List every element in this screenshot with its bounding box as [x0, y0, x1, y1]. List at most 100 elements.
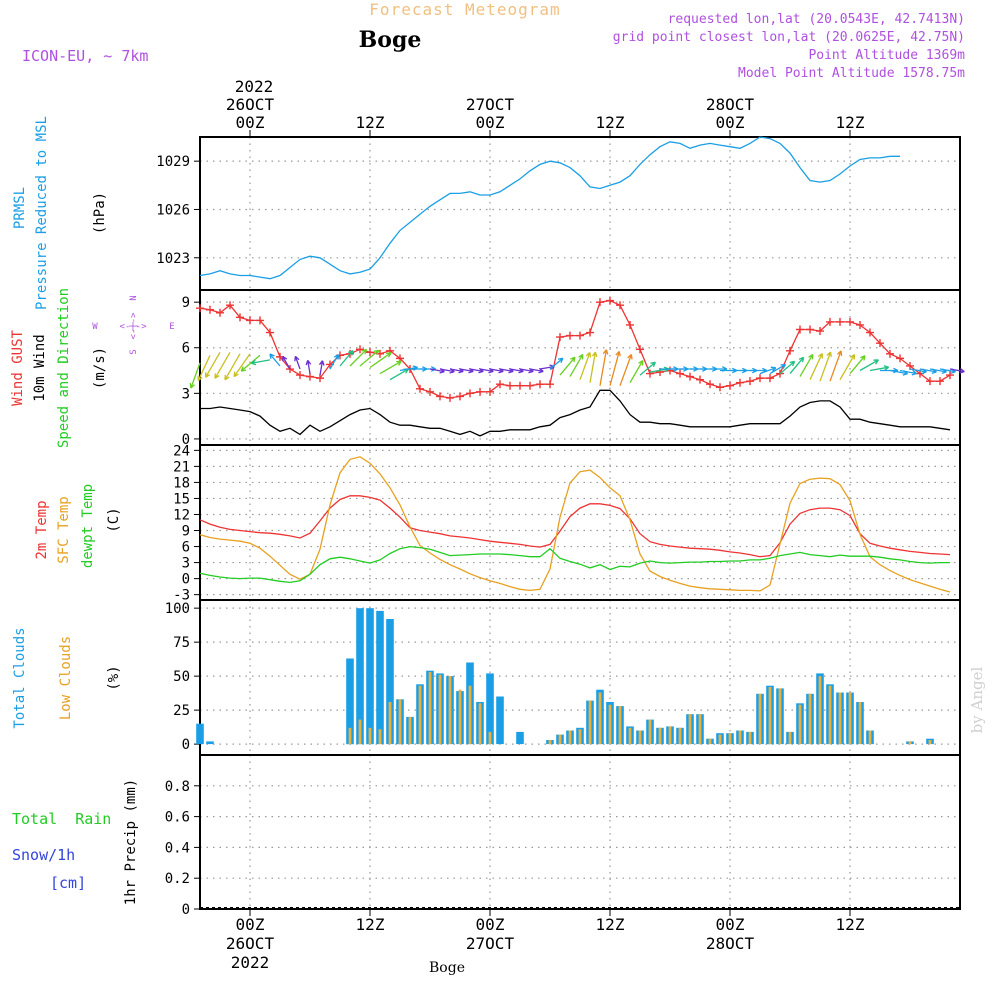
wind-direction-arrow: [899, 369, 917, 376]
low-cloud-bar: [658, 727, 662, 745]
wind-direction-arrow: [269, 353, 281, 367]
gust-point-marker: [486, 387, 494, 396]
panel-frame: [199, 289, 961, 446]
wind-direction-arrow: [349, 348, 368, 367]
low-cloud-bar: [578, 729, 582, 745]
wind-direction-arrow: [469, 367, 484, 374]
gust-point-marker: [806, 325, 814, 334]
prmsl-desc-label: Pressure Reduced to MSL: [34, 116, 50, 310]
snow-label: Snow/1h: [12, 846, 75, 864]
temp2m-label: 2m Temp: [34, 500, 50, 559]
gust-point-marker: [676, 369, 684, 378]
total-clouds-label: Total Clouds: [12, 627, 28, 728]
prmsl-label: PRMSL: [12, 187, 28, 229]
gust-point-marker: [476, 387, 484, 396]
gust-point-marker: [756, 374, 764, 383]
panel-frame: [199, 444, 961, 601]
wind-direction-arrow: [819, 351, 832, 382]
low-cloud-bar: [698, 714, 702, 745]
gust-point-marker: [856, 320, 864, 329]
compass-w: W: [92, 322, 98, 332]
panel-pressure: 1023 1026 1029: [156, 136, 961, 291]
panel-frame: [199, 754, 961, 910]
gust-point-marker: [646, 369, 654, 378]
gust-point-marker: [746, 377, 754, 386]
low-cloud-bar: [478, 703, 482, 745]
wind-direction-arrow: [589, 351, 598, 383]
total-cloud-bar: [486, 673, 494, 745]
point-altitude: Point Altitude 1369m: [808, 48, 965, 63]
low-cloud-bar: [358, 719, 362, 745]
dewpt-label: dewpt Temp: [80, 484, 96, 568]
total-cloud-bar: [356, 608, 364, 745]
wind-labels: Wind GUST 10m Wind Speed and Direction (…: [10, 288, 175, 448]
wind10m-label: 10m Wind: [32, 334, 48, 401]
wind-direction-arrow: [294, 355, 301, 370]
top-hour-label: 00Z: [476, 113, 505, 132]
wind-direction-arrow: [849, 355, 866, 375]
compass-n: N: [129, 295, 139, 300]
total-cloud-bar: [366, 608, 374, 745]
y-tick-label: 0: [182, 737, 190, 753]
low-cloud-bar: [828, 685, 832, 745]
compass-arrows-v: <-|->: [129, 312, 139, 340]
low-cloud-bar: [488, 731, 492, 745]
wind-direction-arrow: [859, 359, 879, 372]
wind-direction-arrow: [233, 353, 251, 378]
gust-point-marker: [566, 331, 574, 340]
gust-point-marker: [946, 371, 954, 380]
top-hour-label: 12Z: [836, 113, 865, 132]
wind-direction-arrow: [639, 361, 656, 376]
gust-point-marker: [216, 308, 224, 317]
total-cloud-bar: [386, 619, 394, 745]
gust-point-marker: [906, 361, 914, 370]
gust-point-marker: [706, 380, 714, 389]
top-date-label: 26OCT: [226, 95, 275, 114]
gust-point-marker: [616, 301, 624, 310]
temp2m-series-line: [199, 495, 951, 558]
gust-point-marker: [266, 328, 274, 337]
gust-point-marker: [686, 372, 694, 381]
wind-direction-arrow: [769, 363, 787, 375]
pressure-unit-label: (hPa): [92, 192, 108, 234]
panel-frame: [199, 136, 961, 291]
gust-point-marker: [456, 392, 464, 401]
wind-direction-arrow: [799, 353, 814, 377]
y-tick-label: 1026: [156, 202, 190, 218]
sfc-label: SFC Temp: [56, 496, 72, 563]
top-hour-label: 12Z: [596, 113, 625, 132]
wind10m-series-line: [200, 389, 951, 437]
gust-point-marker: [236, 313, 244, 322]
bottom-hour-label: 12Z: [356, 915, 385, 934]
y-tick-label: 3: [182, 386, 190, 402]
wind-direction-arrow: [839, 354, 856, 381]
low-cloud-bar: [928, 740, 932, 745]
wind-direction-arrow: [329, 353, 340, 370]
product-title: Forecast Meteogram: [369, 0, 560, 19]
low-cloud-bar: [758, 693, 762, 745]
low-cloud-bar: [708, 738, 712, 745]
gust-point-marker: [846, 317, 854, 326]
y-tick-label: 75: [173, 635, 190, 651]
low-cloud-bar: [738, 730, 742, 745]
low-cloud-bar: [688, 714, 692, 745]
low-cloud-bar: [678, 727, 682, 745]
y-tick-label: 0: [182, 902, 190, 918]
low-cloud-bar: [858, 702, 862, 745]
low-cloud-bar: [588, 700, 592, 745]
gust-point-marker: [196, 304, 204, 313]
gust-point-marker: [556, 333, 564, 342]
y-tick-label: 6: [182, 540, 190, 556]
gust-point-marker: [816, 327, 824, 336]
gust-point-marker: [936, 377, 944, 386]
cloud-labels: Total Clouds Low Clouds (%): [12, 627, 122, 728]
watermark: by Angel: [968, 666, 986, 733]
gust-label: Wind GUST: [10, 330, 26, 406]
gust-point-marker: [696, 375, 704, 384]
temp-unit-label: (C): [106, 507, 122, 532]
y-tick-label: 50: [173, 669, 190, 685]
total-cloud-bar: [346, 658, 354, 745]
low-cloud-bar: [648, 719, 652, 745]
total-cloud-bar: [196, 723, 204, 745]
